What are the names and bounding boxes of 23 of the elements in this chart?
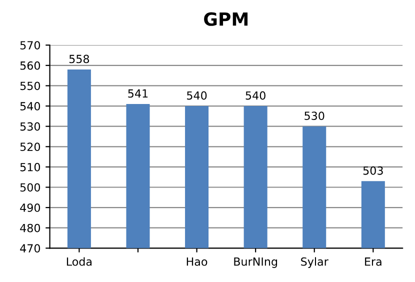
- y-tick-label: 530: [20, 122, 40, 131]
- x-tick-label: Loda: [66, 257, 92, 266]
- x-tick-label: Sylar: [301, 257, 328, 268]
- y-tick-label: 500: [20, 183, 40, 192]
- data-label: 558: [69, 54, 90, 64]
- data-label: 540: [187, 91, 207, 100]
- data-label: 530: [304, 112, 324, 120]
- data-label: 541: [128, 89, 148, 98]
- data-label: 540: [246, 91, 266, 100]
- y-tick-label: 510: [20, 162, 40, 172]
- y-tick-label: 490: [20, 204, 40, 212]
- y-tick-label: 520: [20, 142, 40, 152]
- y-tick-label: 480: [20, 224, 40, 232]
- y-tick-label: 540: [20, 102, 40, 110]
- y-tick-label: 570: [20, 41, 40, 50]
- y-tick-label: 560: [20, 61, 40, 70]
- x-tick-label: Era: [365, 258, 382, 266]
- x-tick-label: Hao: [186, 258, 208, 266]
- data-label: 503: [363, 166, 383, 175]
- chart-title: GPM: [204, 12, 248, 26]
- x-tick-label: BurNIng: [234, 258, 278, 268]
- y-tick-label: 470: [20, 244, 40, 253]
- y-tick-label: 550: [20, 82, 40, 90]
